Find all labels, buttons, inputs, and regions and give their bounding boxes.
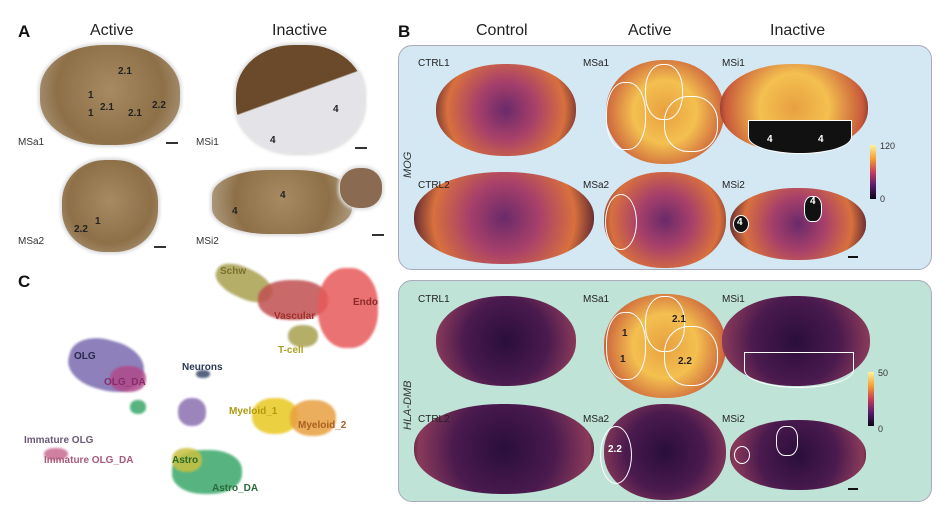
hla-ctrl2 bbox=[414, 404, 594, 494]
hla-dmb-gene-label: HLA-DMB bbox=[402, 380, 414, 430]
mog-msi2 bbox=[730, 188, 866, 260]
panel-b-label: B bbox=[398, 22, 411, 41]
panel-a-col-active: Active bbox=[90, 22, 134, 39]
panel-b-col-inactive: Inactive bbox=[770, 22, 826, 39]
hla-msi2 bbox=[730, 420, 866, 490]
hla-colorbar bbox=[868, 372, 874, 426]
panel-a-label: A bbox=[18, 22, 31, 41]
mog-colorbar bbox=[870, 145, 876, 199]
panel-c-label: C bbox=[18, 272, 31, 291]
mog-ctrl2 bbox=[414, 172, 594, 264]
mog-ctrl1 bbox=[436, 64, 576, 156]
hla-ctrl1 bbox=[436, 296, 576, 386]
panel-b-col-active: Active bbox=[628, 22, 672, 39]
mog-gene-label: MOG bbox=[402, 151, 414, 178]
panel-b-col-control: Control bbox=[476, 22, 528, 39]
panel-a-col-inactive: Inactive bbox=[272, 22, 328, 39]
